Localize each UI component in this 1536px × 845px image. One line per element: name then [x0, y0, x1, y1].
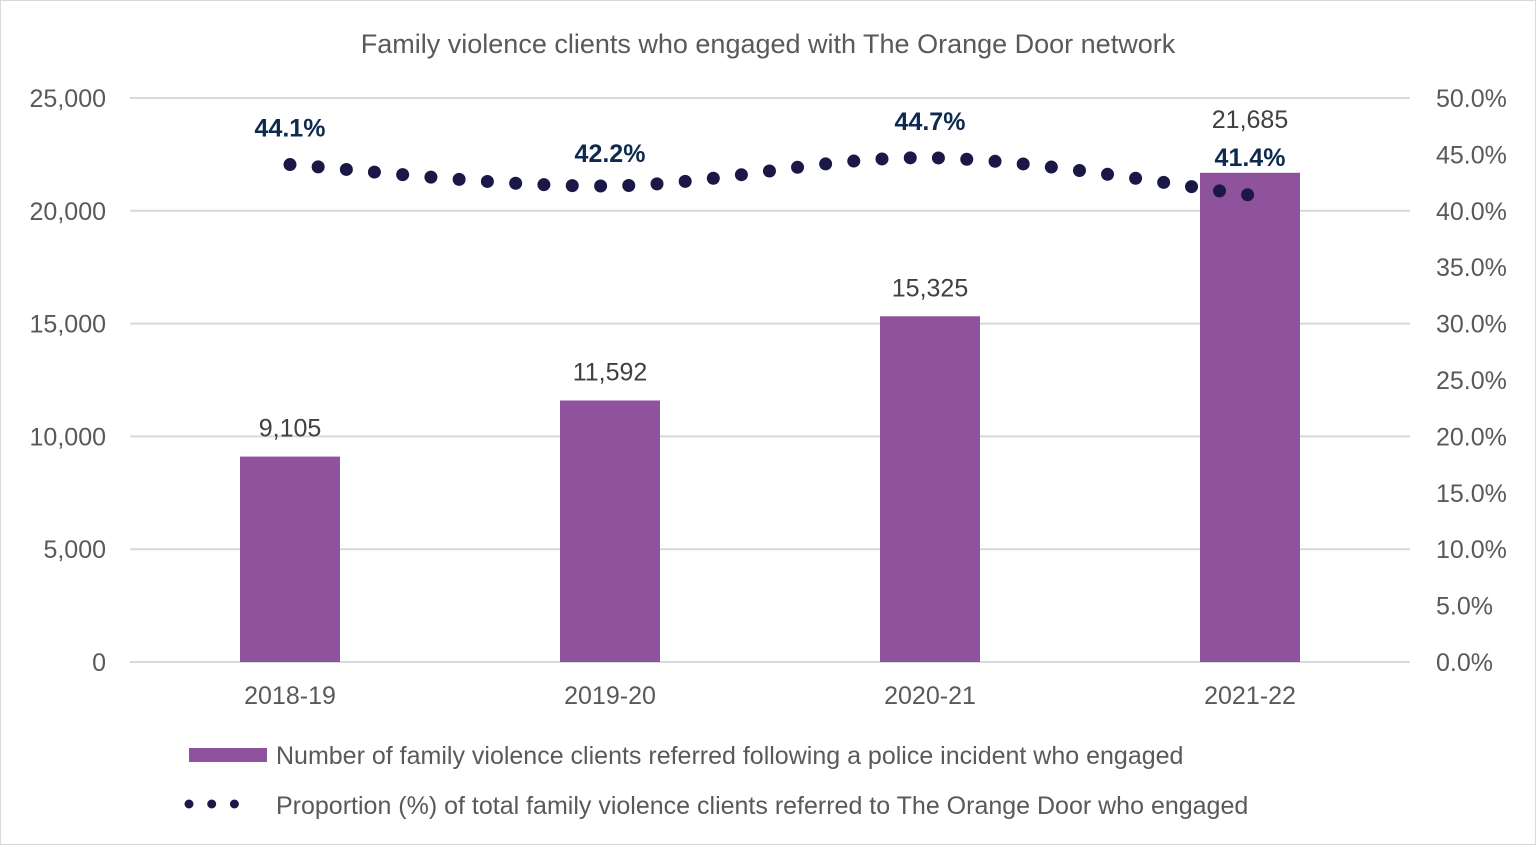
- proportion-line-path: [283, 151, 1257, 202]
- right-axis-tick-label: 45.0%: [1436, 141, 1507, 169]
- right-axis-tick-label: 0.0%: [1436, 649, 1493, 677]
- bar: [560, 400, 660, 662]
- right-axis-tick-label: 10.0%: [1436, 536, 1507, 564]
- labels: 0 5,000 10,000 15,000 20,000 25,000 0.0% 5.0% 10…: [30, 85, 1507, 710]
- right-axis-tick-label: 5.0%: [1436, 593, 1493, 621]
- bar: [1200, 172, 1300, 662]
- legend-bar-swatch: [189, 748, 267, 762]
- bar: [880, 316, 980, 662]
- right-axis-tick-label: 15.0%: [1436, 480, 1507, 508]
- left-axis-tick-label: 5,000: [43, 536, 106, 564]
- right-axis-tick-label: 30.0%: [1436, 311, 1507, 339]
- chart-title: Family violence clients who engaged with…: [361, 29, 1176, 59]
- left-axis-tick-label: 25,000: [30, 85, 106, 113]
- right-axis-tick-label: 20.0%: [1436, 423, 1507, 451]
- x-axis-tick-label: 2019-20: [564, 682, 656, 710]
- right-axis-tick-label: 35.0%: [1436, 254, 1507, 282]
- right-axis-tick-label: 25.0%: [1436, 367, 1507, 395]
- bar: [240, 456, 340, 662]
- right-axis-tick-label: 40.0%: [1436, 198, 1507, 226]
- left-axis-tick-label: 10,000: [30, 423, 106, 451]
- right-axis-tick-label: 50.0%: [1436, 85, 1507, 113]
- bar-data-label: 11,592: [573, 358, 648, 386]
- bars: [240, 172, 1300, 662]
- line-data-label: 44.1%: [255, 115, 326, 143]
- legend-bar-label: Number of family violence clients referr…: [276, 742, 1183, 770]
- left-axis-tick-label: 20,000: [30, 198, 106, 226]
- bar-data-label: 15,325: [892, 274, 968, 302]
- left-axis-tick-label: 0: [92, 649, 106, 677]
- line-data-label: 44.7%: [895, 108, 966, 136]
- bar-data-label: 9,105: [259, 415, 322, 443]
- line-data-label: 41.4%: [1215, 144, 1286, 172]
- x-axis-tick-label: 2020-21: [884, 682, 976, 710]
- proportion-line: [283, 151, 1257, 202]
- legend-line-label: Proportion (%) of total family violence …: [276, 792, 1248, 820]
- gridlines: [130, 97, 1410, 663]
- x-axis-tick-label: 2021-22: [1204, 682, 1296, 710]
- legend: Number of family violence clients referr…: [184, 742, 1248, 820]
- bar-data-label: 21,685: [1212, 106, 1288, 134]
- left-axis-tick-label: 15,000: [30, 311, 106, 339]
- x-axis-tick-label: 2018-19: [244, 682, 336, 710]
- line-data-label: 42.2%: [575, 140, 646, 168]
